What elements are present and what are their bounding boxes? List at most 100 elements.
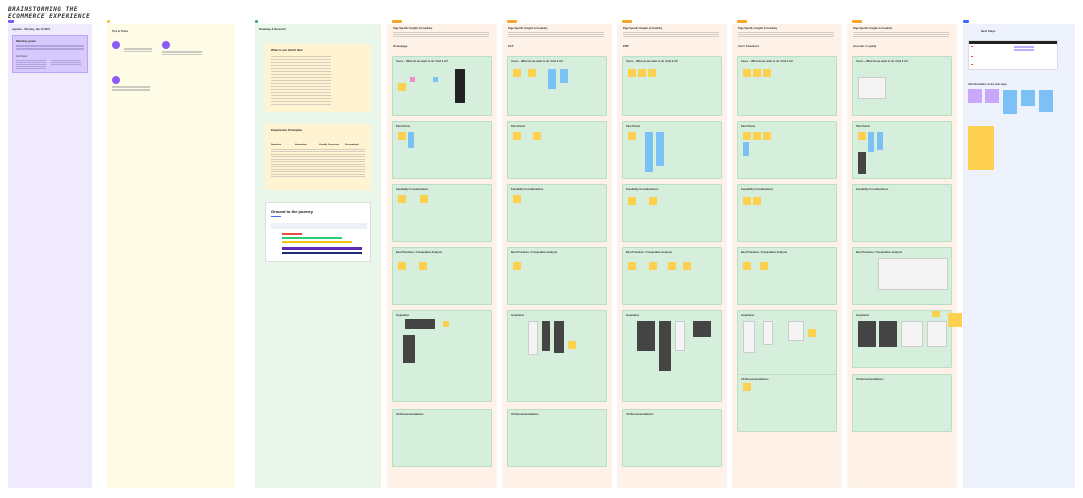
sticky-note[interactable]	[932, 311, 940, 317]
plp-bestpractice-section[interactable]: Best Practices / Competitive Analysis	[507, 247, 607, 305]
inspiration-thumbnail[interactable]	[927, 321, 947, 347]
sticky-note[interactable]	[877, 132, 883, 150]
sticky-note[interactable]	[628, 262, 636, 270]
sticky-note[interactable]	[513, 195, 521, 203]
sticky-note[interactable]	[753, 132, 761, 140]
inspiration-thumbnail[interactable]	[858, 321, 876, 347]
sticky-note[interactable]	[513, 132, 521, 140]
homepage-bestpractice-section[interactable]: Best Practices / Competitive Analysis	[392, 247, 492, 305]
inspiration-thumbnail[interactable]	[659, 321, 671, 371]
plp-pain-section[interactable]: Pain Points	[507, 121, 607, 179]
sticky-note[interactable]	[628, 197, 636, 205]
sticky-note[interactable]	[743, 262, 751, 270]
account-feasibility-section[interactable]: Feasibility Considerations	[852, 184, 952, 242]
cart-ux-section[interactable]: UX Recommendations	[737, 374, 837, 432]
sticky-note[interactable]	[968, 126, 994, 170]
sticky-note[interactable]	[455, 69, 465, 103]
sticky-note[interactable]	[668, 262, 676, 270]
homepage-ux-section[interactable]: UX Recommendations	[392, 409, 492, 467]
plp-feasibility-section[interactable]: Feasibility Considerations	[507, 184, 607, 242]
inspiration-thumbnail[interactable]	[405, 319, 435, 329]
sticky-note[interactable]	[743, 132, 751, 140]
inspiration-thumbnail[interactable]	[528, 321, 538, 355]
pdp-feasibility-section[interactable]: Feasibility Considerations	[622, 184, 722, 242]
next-steps-table[interactable]	[968, 40, 1058, 70]
sticky-note[interactable]	[548, 69, 556, 89]
journey-card[interactable]: Ground to the journey	[265, 202, 371, 262]
homepage-users-section[interactable]: Users – What do we want to do / find it …	[392, 56, 492, 116]
sticky-note[interactable]	[398, 195, 406, 203]
page-column-cart[interactable]: Page Specific Insights & Creativity Cart…	[732, 24, 842, 488]
sticky-note[interactable]	[763, 132, 771, 140]
north-star-card[interactable]: What is our North Star	[265, 44, 371, 112]
sticky-note[interactable]	[513, 69, 521, 77]
sticky-note[interactable]	[753, 69, 761, 77]
cart-bestpractice-section[interactable]: Best Practices / Competitive Analysis	[737, 247, 837, 305]
sticky-note[interactable]	[743, 197, 751, 205]
sticky-note[interactable]	[743, 69, 751, 77]
sticky-note[interactable]	[985, 89, 999, 103]
inspiration-thumbnail[interactable]	[878, 258, 948, 290]
sticky-note[interactable]	[753, 197, 761, 205]
inspiration-thumbnail[interactable]	[901, 321, 923, 347]
sticky-note[interactable]	[408, 132, 414, 148]
pdp-inspiration-section[interactable]: Inspiration	[622, 310, 722, 402]
sticky-note[interactable]	[743, 383, 751, 391]
sticky-note[interactable]	[638, 69, 646, 77]
tips-column[interactable]: Tips & Tricks	[107, 24, 235, 488]
inspiration-thumbnail[interactable]	[763, 321, 773, 345]
inspiration-thumbnail[interactable]	[879, 321, 897, 347]
sticky-note[interactable]	[968, 89, 982, 103]
pdp-bestpractice-section[interactable]: Best Practices / Competitive Analysis	[622, 247, 722, 305]
inspiration-thumbnail[interactable]	[858, 152, 866, 174]
sticky-note[interactable]	[1003, 90, 1017, 114]
pdp-users-section[interactable]: Users – What do we want to do / find it …	[622, 56, 722, 116]
sticky-note[interactable]	[419, 262, 427, 270]
inspiration-thumbnail[interactable]	[743, 321, 755, 353]
inspiration-thumbnail[interactable]	[403, 335, 415, 363]
page-column-plp[interactable]: Page Specific Insights & Creativity PLP …	[502, 24, 612, 488]
meeting-goals-card[interactable]: Meeting goals Our focus	[12, 35, 88, 73]
page-column-pdp[interactable]: Page Specific Insights & Creativity PDP …	[617, 24, 727, 488]
account-inspiration-section[interactable]: Inspiration	[852, 310, 952, 368]
next-steps-column[interactable]: Next Steps Add Information on the next s…	[963, 24, 1075, 488]
inspiration-thumbnail[interactable]	[693, 321, 711, 337]
sticky-note[interactable]	[443, 321, 449, 327]
sticky-note[interactable]	[948, 313, 962, 327]
inspiration-thumbnail[interactable]	[637, 321, 655, 351]
sticky-note[interactable]	[533, 132, 541, 140]
pdp-pain-section[interactable]: Pain Points	[622, 121, 722, 179]
sticky-note[interactable]	[858, 132, 866, 140]
inspiration-thumbnail[interactable]	[542, 321, 550, 351]
sticky-note[interactable]	[513, 262, 521, 270]
agenda-column[interactable]: Agenda – Monday, Jan 15 2024 Meeting goa…	[8, 24, 92, 488]
inspiration-thumbnail[interactable]	[858, 77, 886, 99]
inspiration-thumbnail[interactable]	[554, 321, 564, 353]
homepage-feasibility-section[interactable]: Feasibility Considerations	[392, 184, 492, 242]
sticky-note[interactable]	[398, 262, 406, 270]
sticky-note[interactable]	[398, 83, 406, 91]
cart-pain-section[interactable]: Pain Points	[737, 121, 837, 179]
table-link[interactable]	[1014, 46, 1034, 52]
account-bestpractice-section[interactable]: Best Practices / Competitive Analysis	[852, 247, 952, 305]
sticky-note[interactable]	[398, 132, 406, 140]
sticky-note[interactable]	[528, 69, 536, 77]
sticky-note[interactable]	[420, 195, 428, 203]
pdp-ux-section[interactable]: UX Recommendations	[622, 409, 722, 467]
sticky-note[interactable]	[760, 262, 768, 270]
sticky-note[interactable]	[683, 262, 691, 270]
homepage-inspiration-section[interactable]: Inspiration	[392, 310, 492, 402]
cart-users-section[interactable]: Users – What do we want to do / find it …	[737, 56, 837, 116]
plp-inspiration-section[interactable]: Inspiration	[507, 310, 607, 402]
account-pain-section[interactable]: Pain Points	[852, 121, 952, 179]
sticky-note[interactable]	[649, 262, 657, 270]
roadmap-column[interactable]: Roadmap & Research What is our North Sta…	[255, 24, 381, 488]
sticky-note[interactable]	[649, 197, 657, 205]
account-ux-section[interactable]: UX Recommendations	[852, 374, 952, 432]
homepage-pain-section[interactable]: Pain Points	[392, 121, 492, 179]
sticky-note[interactable]	[763, 69, 771, 77]
plp-users-section[interactable]: Users – What do we want to do / find it …	[507, 56, 607, 116]
plp-ux-section[interactable]: UX Recommendations	[507, 409, 607, 467]
page-column-account[interactable]: Page Specific Insights & Creativity Acco…	[847, 24, 957, 488]
